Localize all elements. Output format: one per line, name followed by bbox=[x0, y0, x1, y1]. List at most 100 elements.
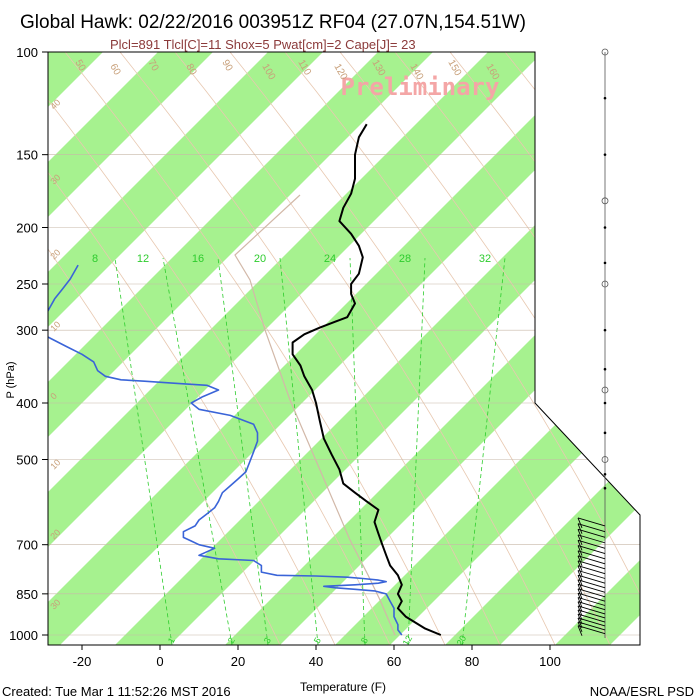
adiabat-line bbox=[174, 52, 556, 645]
wind-barb-flag bbox=[577, 529, 583, 540]
wind-barb-flag bbox=[577, 540, 583, 551]
x-tick-label: -20 bbox=[73, 654, 92, 669]
isotherm-label-right: 20 bbox=[589, 436, 611, 458]
wind-dot bbox=[603, 486, 607, 490]
adiabat-line bbox=[119, 52, 501, 645]
mixing-ratio-label: 12 bbox=[137, 253, 149, 265]
isotherm-label-right: 30 bbox=[536, 102, 558, 124]
wind-barb bbox=[577, 539, 606, 549]
chart-title: Global Hawk: 02/22/2016 003951Z RF04 (27… bbox=[20, 12, 526, 33]
adiabat-line bbox=[449, 52, 640, 645]
adiabat-line bbox=[48, 52, 336, 645]
mixing-ratio-label: 24 bbox=[324, 253, 336, 265]
mixing-ratio-line bbox=[461, 257, 506, 645]
y-tick-label: 500 bbox=[16, 452, 38, 467]
wind-barb bbox=[577, 550, 606, 560]
wind-barb bbox=[577, 609, 606, 619]
y-tick-label: 150 bbox=[16, 148, 38, 163]
y-tick-label: 250 bbox=[16, 277, 38, 292]
y-tick-label: 200 bbox=[16, 221, 38, 236]
wind-dot bbox=[603, 401, 607, 405]
isotherm-label: 90 bbox=[219, 58, 234, 74]
x-tick-label: 80 bbox=[465, 654, 479, 669]
adiabat-line bbox=[284, 52, 640, 645]
wind-barb bbox=[577, 601, 606, 611]
wind-barbs-column bbox=[577, 48, 609, 638]
x-tick-label: 0 bbox=[156, 654, 163, 669]
mixing-ratio-label: 20 bbox=[455, 634, 469, 648]
mixing-ratio-line bbox=[162, 257, 233, 645]
wind-barb bbox=[577, 574, 606, 584]
mixing-ratio-line bbox=[114, 257, 173, 645]
parcel-path bbox=[234, 194, 396, 636]
series-line-dewpoint bbox=[48, 264, 403, 636]
wind-barb bbox=[577, 592, 606, 602]
wind-barb bbox=[577, 555, 606, 565]
mixing-ratio-label: 20 bbox=[254, 253, 266, 265]
wind-dot bbox=[603, 367, 607, 371]
y-tick-label: 100 bbox=[16, 45, 38, 60]
series-line-temperature bbox=[291, 123, 442, 636]
wind-barb bbox=[577, 617, 606, 627]
isotherm-label-right: 30 bbox=[624, 470, 646, 492]
wind-barb-flag bbox=[577, 560, 583, 571]
wind-barb-flag bbox=[577, 555, 583, 567]
wind-barb-flag bbox=[577, 534, 583, 546]
sounding-series bbox=[48, 123, 442, 636]
y-tick-label: 700 bbox=[16, 538, 38, 553]
isotherm-label-right: 0 bbox=[536, 343, 553, 360]
wind-barb bbox=[577, 579, 606, 589]
isotherm-label: 80 bbox=[183, 62, 198, 78]
calm-circle bbox=[601, 280, 609, 288]
isotherm-label-left: 20 bbox=[48, 247, 62, 261]
isotherm-label: 70 bbox=[145, 58, 160, 74]
wind-barb bbox=[577, 588, 606, 598]
calm-circle bbox=[601, 386, 609, 394]
mixing-ratio-label: 8 bbox=[359, 636, 370, 645]
wind-barb bbox=[577, 528, 606, 538]
wind-barb bbox=[577, 523, 606, 533]
wind-barb bbox=[577, 605, 606, 615]
wind-barb-flag bbox=[577, 523, 583, 534]
mixing-ratio-label: 28 bbox=[399, 253, 411, 265]
wind-barb bbox=[577, 613, 606, 623]
mixing-ratio-label: 5 bbox=[312, 636, 323, 645]
y-tick-label: 850 bbox=[16, 587, 38, 602]
band bbox=[48, 52, 265, 645]
isotherm-label: 60 bbox=[107, 62, 122, 78]
mixing-ratio-label: 16 bbox=[192, 253, 204, 265]
y-tick-label: 1000 bbox=[9, 628, 38, 643]
adiabat-line bbox=[48, 52, 391, 645]
wind-dot bbox=[603, 431, 607, 435]
y-axis-label: P (hPa) bbox=[5, 361, 17, 398]
mixing-ratio-labels: 8 12 16 20 24 28 321 2 3 5 8 12 20 bbox=[92, 253, 491, 648]
wind-dot bbox=[603, 96, 607, 100]
mixing-ratio-label: 8 bbox=[92, 253, 98, 265]
y-tick-label: 400 bbox=[16, 396, 38, 411]
wind-barb bbox=[577, 625, 606, 635]
mixing-ratio-label: 32 bbox=[479, 253, 491, 265]
wind-barb-flag bbox=[577, 550, 583, 561]
chart-subtitle: Plcl=891 Tlcl[C]=11 Shox=5 Pwat[cm]=2 Ca… bbox=[110, 37, 416, 52]
wind-barb bbox=[577, 570, 606, 579]
mixing-ratio-line bbox=[349, 257, 366, 645]
wind-barb bbox=[577, 545, 606, 555]
y-axis: 100 150 200 250 300 400 500 700 850 1000 bbox=[9, 45, 48, 643]
wind-dot bbox=[603, 328, 607, 332]
isotherm-label: 50 bbox=[72, 58, 87, 74]
wind-barb bbox=[577, 517, 606, 527]
adiabat-line bbox=[48, 52, 281, 645]
wind-dot bbox=[603, 226, 607, 229]
band bbox=[48, 52, 595, 645]
isotherm-label-right: 20 bbox=[536, 182, 558, 204]
created-timestamp: Created: Tue Mar 1 11:52:26 MST 2016 bbox=[2, 684, 231, 699]
calm-circle bbox=[601, 48, 609, 56]
wind-barb-flag bbox=[577, 517, 583, 529]
wind-barb bbox=[577, 560, 606, 570]
isotherm-label-right: 10 bbox=[553, 397, 575, 419]
wind-barb-flag bbox=[577, 621, 583, 633]
x-tick-label: 40 bbox=[309, 654, 323, 669]
